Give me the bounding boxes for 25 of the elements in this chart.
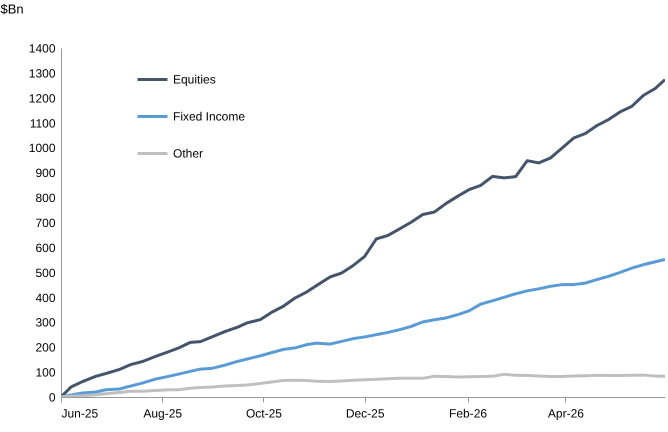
x-tick-label: Dec-25 [346,406,385,420]
y-tick-label: 1400 [28,42,56,56]
y-tick-label: 0 [48,390,56,404]
x-tick-label: Oct-25 [246,406,282,420]
y-tick-label: 800 [35,191,56,206]
x-tick-label: Aug-25 [143,406,182,420]
y-tick-label: 600 [35,240,56,255]
y-tick-label: 900 [35,166,56,180]
y-tick-label: 1100 [30,116,56,130]
x-tick-label: Feb-26 [449,406,488,420]
x-tick-label: Apr-26 [548,406,584,420]
x-tick-label: Jun-25 [62,406,99,420]
y-tick-label: 1200 [28,91,56,106]
y-tick-label: 1000 [28,141,56,156]
y-axis-title: $Bn [0,2,24,16]
y-tick-label: 1300 [28,66,56,80]
y-tick-label: 100 [35,366,56,380]
legend-label: Equities [173,72,216,86]
y-tick-label: 700 [35,216,56,230]
y-tick-label: 200 [35,340,56,355]
y-tick-label: 500 [35,266,56,280]
legend-label: Fixed Income [173,110,246,124]
y-tick-label: 300 [35,316,56,330]
y-tick-label: 400 [35,290,56,305]
legend-label: Other [173,146,204,160]
